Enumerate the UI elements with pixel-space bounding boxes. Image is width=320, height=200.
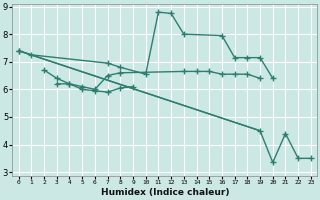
X-axis label: Humidex (Indice chaleur): Humidex (Indice chaleur) [100, 188, 229, 197]
